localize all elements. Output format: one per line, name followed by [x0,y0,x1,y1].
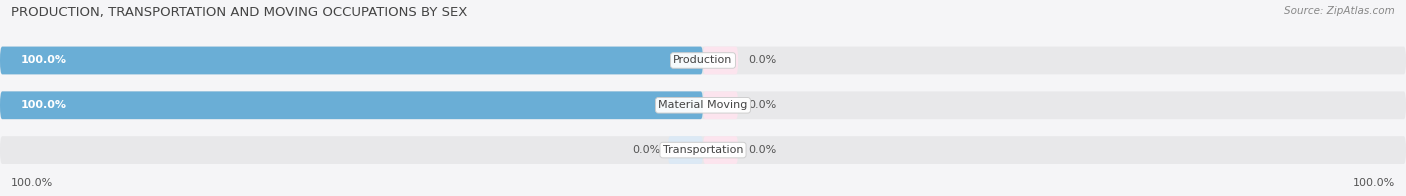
Text: Transportation: Transportation [662,145,744,155]
Text: 100.0%: 100.0% [21,55,67,65]
FancyBboxPatch shape [703,136,738,164]
Text: 0.0%: 0.0% [749,55,778,65]
Text: Production: Production [673,55,733,65]
Text: 100.0%: 100.0% [21,100,67,110]
Text: PRODUCTION, TRANSPORTATION AND MOVING OCCUPATIONS BY SEX: PRODUCTION, TRANSPORTATION AND MOVING OC… [11,6,468,19]
Text: 0.0%: 0.0% [749,145,778,155]
FancyBboxPatch shape [703,47,738,74]
Text: 0.0%: 0.0% [633,145,661,155]
FancyBboxPatch shape [0,47,703,74]
Text: Material Moving: Material Moving [658,100,748,110]
Text: Source: ZipAtlas.com: Source: ZipAtlas.com [1284,6,1395,16]
FancyBboxPatch shape [0,47,1406,74]
Text: 100.0%: 100.0% [11,178,53,188]
Text: 0.0%: 0.0% [749,100,778,110]
FancyBboxPatch shape [703,91,738,119]
FancyBboxPatch shape [0,91,1406,119]
FancyBboxPatch shape [0,91,703,119]
Text: 100.0%: 100.0% [1353,178,1395,188]
FancyBboxPatch shape [0,136,1406,164]
FancyBboxPatch shape [668,136,703,164]
